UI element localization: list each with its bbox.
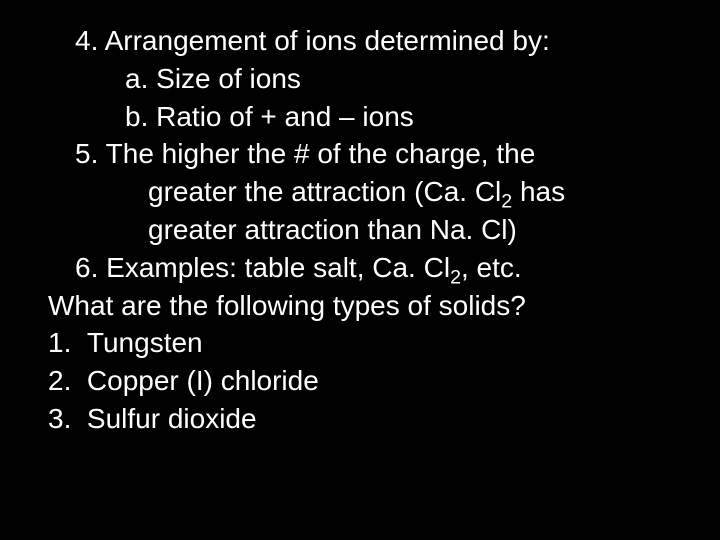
item4b-text: Ratio of + and – ions — [156, 101, 414, 132]
answer-1: 1. Tungsten — [48, 324, 700, 362]
answer-3: 3. Sulfur dioxide — [48, 400, 700, 438]
item6-post: , etc. — [461, 252, 522, 283]
answer3-number: 3. — [48, 403, 71, 434]
list-item-5-line2: greater the attraction (Ca. Cl2 has — [48, 173, 700, 211]
item4b-label: b. — [125, 101, 148, 132]
list-item-5-line3: greater attraction than Na. Cl) — [48, 211, 700, 249]
answer2-text: Copper (I) chloride — [87, 365, 319, 396]
item6-sub: 2 — [450, 266, 461, 288]
subitem-4a: a. Size of ions — [48, 60, 700, 98]
item6-number: 6. — [75, 252, 98, 283]
question-list: 1. Tungsten 2. Copper (I) chloride 3. Su… — [48, 324, 700, 437]
item5-line2-post: has — [512, 176, 565, 207]
list-item-4: 4. Arrangement of ions determined by: — [48, 22, 700, 60]
item5-number: 5. — [75, 138, 98, 169]
item5-line3: greater attraction than Na. Cl) — [148, 214, 517, 245]
answer3-text: Sulfur dioxide — [87, 403, 257, 434]
answer1-text: Tungsten — [87, 327, 203, 358]
item4-title: Arrangement of ions determined by: — [105, 25, 550, 56]
answer-2: 2. Copper (I) chloride — [48, 362, 700, 400]
item5-line1: The higher the # of the charge, the — [106, 138, 536, 169]
list-item-5-line1: 5. The higher the # of the charge, the — [48, 135, 700, 173]
answer2-number: 2. — [48, 365, 71, 396]
item4a-text: Size of ions — [156, 63, 301, 94]
answer1-number: 1. — [48, 327, 71, 358]
list-item-6: 6. Examples: table salt, Ca. Cl2, etc. — [48, 249, 700, 287]
item6-pre: Examples: table salt, Ca. Cl — [106, 252, 450, 283]
item4a-label: a. — [125, 63, 148, 94]
item4-number: 4. — [75, 25, 98, 56]
item5-line2-sub: 2 — [501, 191, 512, 213]
question-text: What are the following types of solids? — [48, 287, 700, 325]
item5-line2-pre: greater the attraction (Ca. Cl — [148, 176, 501, 207]
subitem-4b: b. Ratio of + and – ions — [48, 98, 700, 136]
slide-content: 4. Arrangement of ions determined by: a.… — [0, 0, 720, 540]
